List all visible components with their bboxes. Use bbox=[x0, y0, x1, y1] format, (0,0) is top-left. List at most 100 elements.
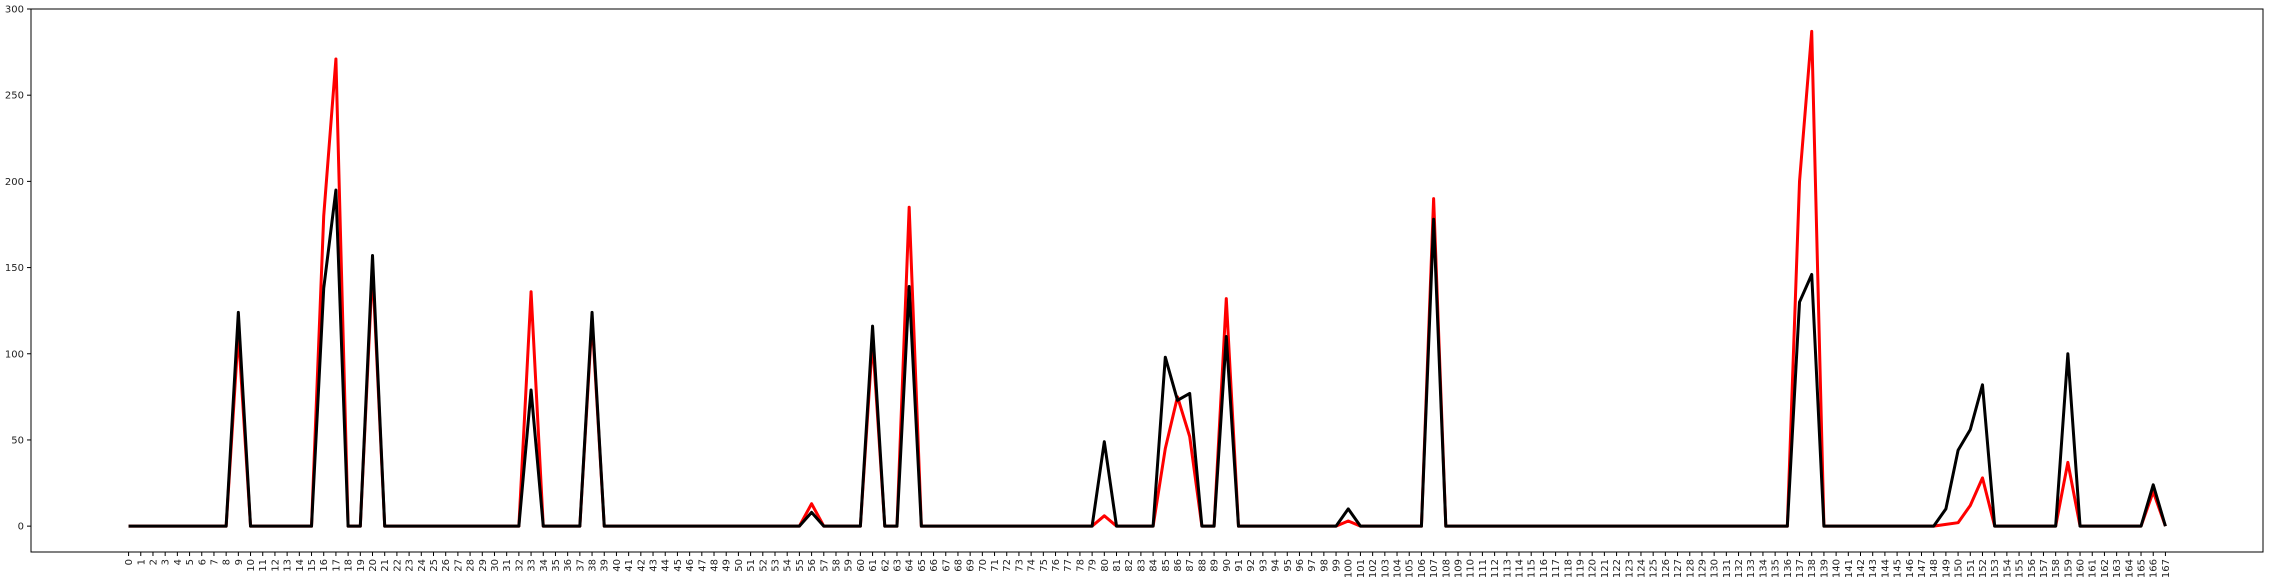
x-tick-label: 85 bbox=[1161, 559, 1172, 572]
x-tick-label: 105 bbox=[1405, 559, 1416, 578]
x-tick-label: 60 bbox=[856, 559, 867, 572]
x-tick-label: 41 bbox=[624, 559, 635, 572]
x-tick-label: 110 bbox=[1466, 559, 1477, 578]
x-tick-label: 58 bbox=[831, 559, 842, 572]
x-tick-label: 90 bbox=[1222, 559, 1233, 572]
x-tick-label: 6 bbox=[197, 559, 208, 565]
x-tick-label: 75 bbox=[1039, 559, 1050, 572]
x-tick-label: 29 bbox=[478, 559, 489, 572]
x-tick-label: 82 bbox=[1124, 559, 1135, 572]
x-tick-label: 35 bbox=[551, 559, 562, 572]
x-tick-label: 127 bbox=[1673, 559, 1684, 578]
x-tick-label: 133 bbox=[1746, 559, 1757, 578]
x-tick-label: 152 bbox=[1978, 559, 1989, 578]
y-tick-label: 250 bbox=[5, 91, 24, 102]
x-tick-label: 148 bbox=[1929, 559, 1940, 578]
x-tick-label: 111 bbox=[1478, 559, 1489, 578]
x-tick-label: 132 bbox=[1734, 559, 1745, 578]
x-tick-label: 154 bbox=[2002, 559, 2013, 578]
x-tick-label: 93 bbox=[1258, 559, 1269, 572]
x-tick-label: 43 bbox=[649, 559, 660, 572]
x-tick-label: 8 bbox=[222, 559, 233, 565]
x-tick-label: 3 bbox=[161, 559, 172, 565]
x-tick-label: 123 bbox=[1624, 559, 1635, 578]
x-tick-label: 15 bbox=[307, 559, 318, 572]
x-tick-label: 104 bbox=[1393, 559, 1404, 578]
x-tick-label: 52 bbox=[758, 559, 769, 572]
x-tick-label: 160 bbox=[2076, 559, 2087, 578]
x-tick-label: 53 bbox=[771, 559, 782, 572]
x-tick-label: 12 bbox=[270, 559, 281, 572]
x-tick-label: 44 bbox=[661, 559, 672, 572]
x-tick-label: 109 bbox=[1454, 559, 1465, 578]
x-tick-label: 131 bbox=[1722, 559, 1733, 578]
x-tick-label: 149 bbox=[1941, 559, 1952, 578]
x-tick-label: 158 bbox=[2051, 559, 2062, 578]
x-tick-label: 92 bbox=[1246, 559, 1257, 572]
x-tick-label: 151 bbox=[1966, 559, 1977, 578]
x-tick-label: 121 bbox=[1600, 559, 1611, 578]
x-tick-label: 146 bbox=[1905, 559, 1916, 578]
x-tick-label: 162 bbox=[2100, 559, 2111, 578]
x-tick-label: 38 bbox=[588, 559, 599, 572]
x-tick-label: 54 bbox=[783, 559, 794, 572]
x-tick-label: 161 bbox=[2088, 559, 2099, 578]
x-tick-label: 164 bbox=[2124, 559, 2135, 578]
x-tick-label: 23 bbox=[405, 559, 416, 572]
x-tick-label: 27 bbox=[453, 559, 464, 572]
x-tick-label: 32 bbox=[514, 559, 525, 572]
x-tick-label: 33 bbox=[527, 559, 538, 572]
y-tick-label: 150 bbox=[5, 263, 24, 274]
x-tick-label: 30 bbox=[490, 559, 501, 572]
x-tick-label: 51 bbox=[746, 559, 757, 572]
x-tick-label: 141 bbox=[1844, 559, 1855, 578]
x-tick-label: 16 bbox=[319, 559, 330, 572]
y-tick-label: 200 bbox=[5, 177, 24, 188]
x-tick-label: 113 bbox=[1502, 559, 1513, 578]
x-tick-label: 112 bbox=[1490, 559, 1501, 578]
x-tick-label: 119 bbox=[1575, 559, 1586, 578]
x-tick-label: 67 bbox=[941, 559, 952, 572]
x-tick-label: 83 bbox=[1136, 559, 1147, 572]
x-tick-label: 145 bbox=[1893, 559, 1904, 578]
x-tick-label: 117 bbox=[1551, 559, 1562, 578]
x-tick-label: 80 bbox=[1100, 559, 1111, 572]
x-tick-label: 22 bbox=[392, 559, 403, 572]
x-tick-label: 88 bbox=[1197, 559, 1208, 572]
x-tick-label: 17 bbox=[331, 559, 342, 572]
x-tick-label: 7 bbox=[209, 559, 220, 565]
x-tick-label: 11 bbox=[258, 559, 269, 572]
x-tick-label: 139 bbox=[1819, 559, 1830, 578]
x-tick-label: 18 bbox=[344, 559, 355, 572]
x-tick-label: 36 bbox=[563, 559, 574, 572]
x-tick-label: 31 bbox=[502, 559, 513, 572]
x-tick-label: 26 bbox=[441, 559, 452, 572]
x-tick-label: 21 bbox=[380, 559, 391, 572]
x-tick-label: 14 bbox=[295, 559, 306, 572]
x-tick-label: 9 bbox=[234, 559, 245, 565]
x-tick-label: 39 bbox=[600, 559, 611, 572]
x-tick-label: 76 bbox=[1051, 559, 1062, 572]
x-tick-label: 157 bbox=[2039, 559, 2050, 578]
x-tick-label: 102 bbox=[1368, 559, 1379, 578]
x-tick-label: 124 bbox=[1636, 559, 1647, 578]
x-tick-label: 156 bbox=[2027, 559, 2038, 578]
x-tick-label: 159 bbox=[2063, 559, 2074, 578]
series-line-1 bbox=[128, 29, 2167, 528]
x-tick-label: 126 bbox=[1661, 559, 1672, 578]
x-tick-label: 108 bbox=[1441, 559, 1452, 578]
x-tick-label: 37 bbox=[575, 559, 586, 572]
x-tick-label: 62 bbox=[880, 559, 891, 572]
x-tick-label: 103 bbox=[1380, 559, 1391, 578]
x-tick-label: 94 bbox=[1271, 559, 1282, 572]
x-tick-label: 77 bbox=[1063, 559, 1074, 572]
x-tick-label: 134 bbox=[1758, 559, 1769, 578]
x-tick-label: 143 bbox=[1868, 559, 1879, 578]
x-tick-label: 101 bbox=[1356, 559, 1367, 578]
x-tick-label: 95 bbox=[1283, 559, 1294, 572]
x-tick-label: 84 bbox=[1149, 559, 1160, 572]
y-tick-label: 50 bbox=[11, 435, 24, 446]
x-tick-label: 100 bbox=[1344, 559, 1355, 578]
x-tick-label: 97 bbox=[1307, 559, 1318, 572]
x-tick-label: 68 bbox=[953, 559, 964, 572]
